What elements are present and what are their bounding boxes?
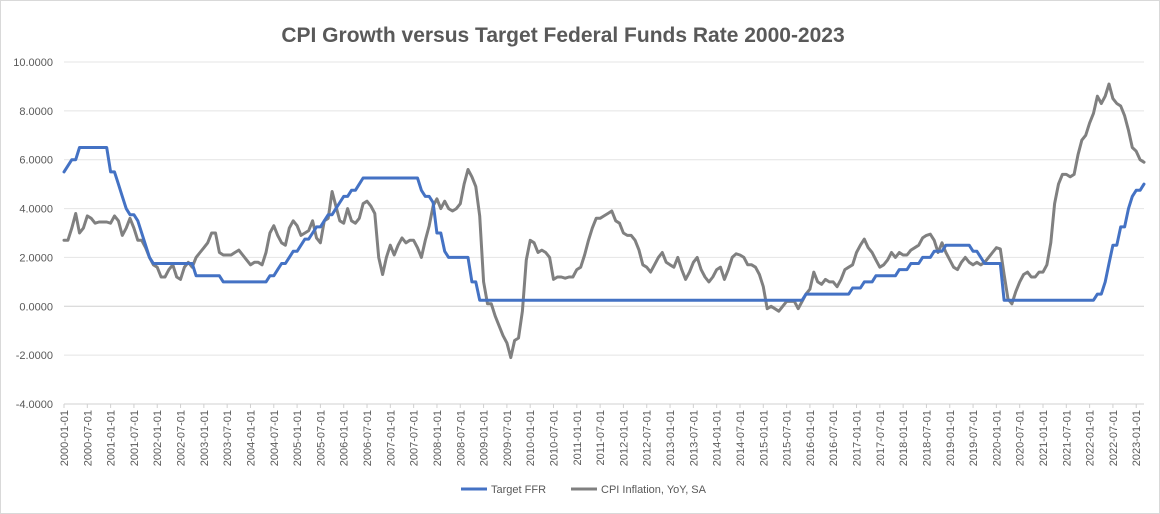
x-tick-label: 2000-01-01: [59, 410, 71, 466]
x-tick-label: 2003-07-01: [222, 410, 234, 466]
x-tick-label: 2020-07-01: [1015, 410, 1027, 466]
x-tick-label: 2002-01-01: [152, 410, 164, 466]
x-tick-label: 2016-01-01: [805, 410, 817, 466]
x-tick-label: 2018-01-01: [898, 410, 910, 466]
x-tick-label: 2004-07-01: [269, 410, 281, 466]
x-tick-label: 2007-01-01: [385, 410, 397, 466]
x-tick-label: 2001-01-01: [106, 410, 118, 466]
x-tick-label: 2019-01-01: [945, 410, 957, 466]
x-tick-label: 2018-07-01: [921, 410, 933, 466]
x-tick-label: 2015-01-01: [758, 410, 770, 466]
y-tick-label: -2.0000: [16, 350, 53, 362]
x-tick-label: 2019-07-01: [968, 410, 980, 466]
x-tick-label: 2013-01-01: [665, 410, 677, 466]
x-tick-label: 2022-07-01: [1108, 410, 1120, 466]
x-axis: 2000-01-01 2000-07-01 2001-01-01 2001-07-01…: [59, 403, 1144, 466]
x-tick-label: 2012-07-01: [642, 410, 654, 466]
x-tick-label: 2017-01-01: [852, 410, 864, 466]
x-tick-label: 2014-07-01: [735, 410, 747, 466]
x-tick-label: 2006-01-01: [339, 410, 351, 466]
x-tick-label: 2001-07-01: [129, 410, 141, 466]
legend-label-0: Target FFR: [491, 484, 546, 496]
x-tick-label: 2012-01-01: [618, 410, 630, 466]
legend: Target FFR CPI Inflation, YoY, SA: [461, 484, 707, 496]
x-tick-label: 2011-07-01: [595, 410, 607, 465]
x-tick-label: 2003-01-01: [199, 410, 211, 466]
series-line-0: [62, 146, 1146, 302]
x-tick-label: 2004-01-01: [245, 410, 257, 466]
x-tick-label: 2009-07-01: [502, 410, 514, 466]
x-tick-label: 2008-01-01: [432, 410, 444, 466]
x-tick-label: 2017-07-01: [875, 410, 887, 466]
legend-label-1: CPI Inflation, YoY, SA: [601, 484, 707, 496]
y-tick-label: -4.0000: [16, 399, 53, 411]
x-tick-label: 2007-07-01: [409, 410, 421, 466]
series-line-1: [62, 82, 1146, 360]
y-tick-label: 8.0000: [19, 106, 53, 118]
y-tick-label: 4.0000: [19, 204, 53, 216]
x-tick-label: 2006-07-01: [362, 410, 374, 466]
x-tick-label: 2013-07-01: [688, 410, 700, 466]
x-tick-label: 2021-07-01: [1061, 410, 1073, 466]
x-tick-label: 2022-01-01: [1085, 410, 1097, 466]
x-tick-label: 2002-07-01: [176, 410, 188, 466]
x-tick-label: 2016-07-01: [828, 410, 840, 466]
chart-title: CPI Growth versus Target Federal Funds R…: [281, 24, 844, 47]
x-tick-label: 2015-07-01: [782, 410, 794, 466]
x-tick-label: 2005-01-01: [292, 410, 304, 466]
y-tick-label: 6.0000: [19, 155, 53, 167]
gridlines: [64, 61, 1144, 405]
x-tick-label: 2005-07-01: [315, 410, 327, 466]
x-tick-label: 2021-01-01: [1038, 410, 1050, 466]
x-tick-label: 2014-01-01: [712, 410, 724, 466]
x-tick-label: 2009-01-01: [479, 410, 491, 466]
y-tick-label: 0.0000: [19, 301, 53, 313]
x-tick-label: 2008-07-01: [455, 410, 467, 466]
y-tick-label: 10.0000: [13, 57, 53, 69]
x-tick-label: 2020-01-01: [991, 410, 1003, 466]
series-lines: [62, 82, 1146, 360]
x-tick-label: 2010-01-01: [525, 410, 537, 466]
x-tick-label: 2010-07-01: [548, 410, 560, 466]
x-tick-label: 2011-01-01: [572, 410, 584, 465]
y-axis: 10.0000 8.0000 6.0000 4.0000 2.0000 0.0000 -2.…: [13, 57, 53, 411]
x-tick-label: 2023-01-01: [1131, 410, 1143, 466]
y-tick-label: 2.0000: [19, 252, 53, 264]
x-tick-label: 2000-07-01: [82, 410, 94, 466]
